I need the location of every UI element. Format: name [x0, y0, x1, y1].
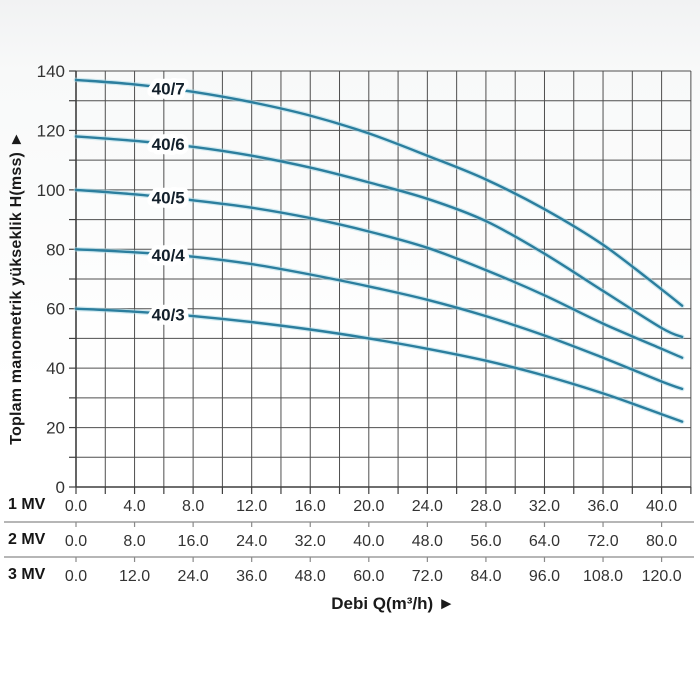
- y-tick-label: 40: [46, 359, 65, 378]
- x-tick-label: 60.0: [353, 568, 384, 585]
- x-tick-label: 48.0: [295, 568, 326, 585]
- speed-row-label-1mv: 1 MV: [8, 496, 46, 513]
- curve-label-40-6: 40/6: [152, 135, 185, 154]
- x-tick-label: 24.0: [412, 498, 443, 515]
- y-tick-label: 20: [46, 419, 65, 438]
- curve-40-4: [74, 248, 684, 391]
- curve-40-7: [74, 78, 684, 307]
- x-tick-label: 96.0: [529, 568, 560, 585]
- x-tick-label: 120.0: [642, 568, 682, 585]
- x-tick-label: 16.0: [178, 533, 209, 550]
- x-axis-title: Debi Q(m³/h) ►: [331, 594, 455, 613]
- grid-lines: [75, 70, 692, 488]
- curve-label-40-3: 40/3: [152, 305, 185, 324]
- x-tick-label: 56.0: [470, 533, 501, 550]
- y-tick-label: 60: [46, 300, 65, 319]
- x-tick-label: 72.0: [412, 568, 443, 585]
- x-tick-label: 84.0: [470, 568, 501, 585]
- x-tick-label: 8.0: [123, 533, 145, 550]
- x-tick-label: 48.0: [412, 533, 443, 550]
- x-tick-label: 12.0: [236, 498, 267, 515]
- curve-label-40-7: 40/7: [152, 80, 185, 99]
- x-tick-label: 0.0: [65, 568, 87, 585]
- x-tick-label: 80.0: [646, 533, 677, 550]
- y-tick-label: 140: [37, 62, 65, 81]
- curve-halo-40-3: [73, 306, 685, 424]
- x-tick-label: 4.0: [123, 498, 145, 515]
- x-tick-label: 64.0: [529, 533, 560, 550]
- axis-ticks: [69, 70, 692, 494]
- y-axis-title: Toplam manometrik yükseklik H(mss) ►: [8, 131, 25, 445]
- x-tick-label: 0.0: [65, 498, 87, 515]
- curve-40-3: [74, 307, 684, 423]
- y-tick-label: 100: [37, 181, 65, 200]
- x-tick-label: 8.0: [182, 498, 204, 515]
- y-tick-label: 0: [56, 478, 65, 497]
- curve-labels: 40/7 40/6 40/5 40/4 40/3: [147, 75, 190, 329]
- x-tick-label: 0.0: [65, 533, 87, 550]
- curve-40-6: [74, 135, 684, 339]
- x-tick-label: 24.0: [178, 568, 209, 585]
- curve-halo-40-5: [73, 187, 685, 361]
- speed-row-label-3mv: 3 MV: [8, 566, 46, 583]
- x-tick-label: 36.0: [587, 498, 618, 515]
- curve-label-40-5: 40/5: [152, 189, 185, 208]
- x-tick-label: 40.0: [353, 533, 384, 550]
- y-tick-label: 120: [37, 121, 65, 140]
- x-tick-labels-row3: 0.0 12.0 24.0 36.0 48.0 60.0 72.0 84.0 96.0 108.0…: [65, 568, 682, 585]
- curve-label-40-4: 40/4: [152, 246, 186, 265]
- x-tick-label: 28.0: [470, 498, 501, 515]
- x-tick-label: 36.0: [236, 568, 267, 585]
- x-tick-labels-row1: 0.0 4.0 8.0 12.0 16.0 20.0 24.0 28.0 32.0 36.0 40.…: [65, 498, 677, 515]
- speed-row-label-2mv: 2 MV: [8, 531, 46, 548]
- x-tick-label: 32.0: [295, 533, 326, 550]
- x-tick-label: 12.0: [119, 568, 150, 585]
- x-tick-label: 40.0: [646, 498, 677, 515]
- x-tick-label: 24.0: [236, 533, 267, 550]
- x-tick-label: 108.0: [583, 568, 623, 585]
- curve-40-5: [74, 188, 684, 359]
- x-tick-label: 32.0: [529, 498, 560, 515]
- curves: [73, 77, 685, 424]
- x-tick-labels-row2: 0.0 8.0 16.0 24.0 32.0 40.0 48.0 56.0 64.0 72.0 80…: [65, 533, 677, 550]
- x-tick-label: 16.0: [295, 498, 326, 515]
- x-tick-label: 20.0: [353, 498, 384, 515]
- y-tick-labels: 0 20 40 60 80 100 120 140: [37, 62, 65, 497]
- row-separators: [4, 521, 694, 562]
- y-tick-label: 80: [46, 240, 65, 259]
- x-tick-label: 72.0: [587, 533, 618, 550]
